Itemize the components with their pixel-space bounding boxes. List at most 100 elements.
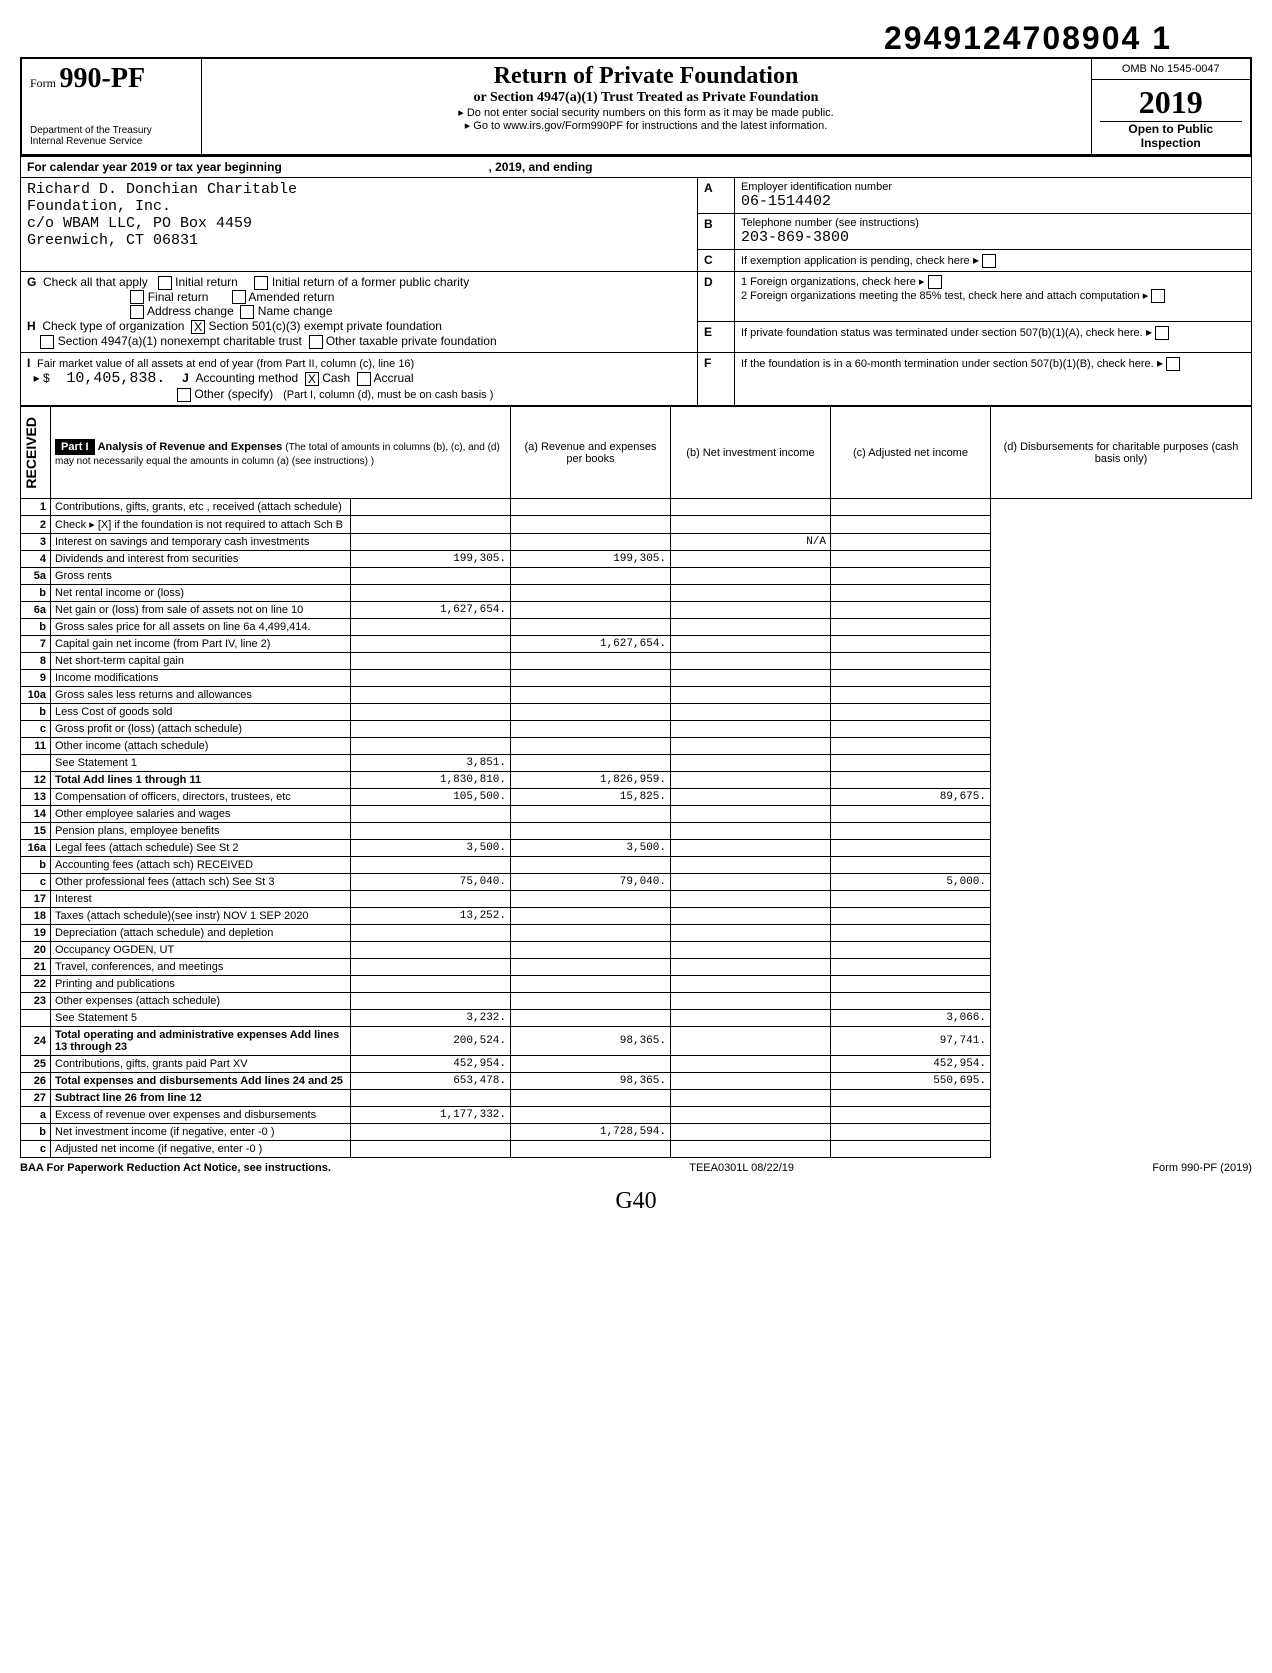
g-initial-former-checkbox[interactable] [254, 276, 268, 290]
row-val-d [831, 499, 991, 516]
row-desc: Interest [51, 891, 351, 908]
box-f-checkbox[interactable] [1166, 357, 1180, 371]
row-val-a [351, 1090, 511, 1107]
row-val-a [351, 721, 511, 738]
table-row: 17 Interest [21, 891, 1252, 908]
table-row: b Net investment income (if negative, en… [21, 1124, 1252, 1141]
row-number: 16a [21, 840, 51, 857]
row-val-c [671, 755, 831, 772]
row-val-c [671, 925, 831, 942]
row-val-d [831, 670, 991, 687]
table-row: c Other professional fees (attach sch) S… [21, 874, 1252, 891]
row-val-c [671, 1027, 831, 1056]
row-number: 6a [21, 602, 51, 619]
row-val-d: 550,695. [831, 1073, 991, 1090]
h-other-label: Other taxable private foundation [326, 334, 497, 348]
h-other-checkbox[interactable] [309, 335, 323, 349]
row-desc: Other professional fees (attach sch) See… [51, 874, 351, 891]
row-number: b [21, 585, 51, 602]
row-val-b: 1,826,959. [511, 772, 671, 789]
g-amended-checkbox[interactable] [232, 290, 246, 304]
j-accrual-checkbox[interactable] [357, 372, 371, 386]
row-val-d [831, 653, 991, 670]
table-row: 27 Subtract line 26 from line 12 [21, 1090, 1252, 1107]
h-label: Check type of organization [42, 319, 184, 333]
row-desc: Gross profit or (loss) (attach schedule) [51, 721, 351, 738]
row-val-c [671, 704, 831, 721]
table-row: b Accounting fees (attach sch) RECEIVED [21, 857, 1252, 874]
row-val-d [831, 738, 991, 755]
row-val-c [671, 568, 831, 585]
table-row: 2 Check ▸ [X] if the foundation is not r… [21, 516, 1252, 534]
row-val-d [831, 891, 991, 908]
fmv-value: 10,405,838. [66, 370, 165, 387]
table-row: 15 Pension plans, employee benefits [21, 823, 1252, 840]
row-val-a [351, 823, 511, 840]
row-val-a: 3,232. [351, 1010, 511, 1027]
h-4947-checkbox[interactable] [40, 335, 54, 349]
row-val-a [351, 738, 511, 755]
row-desc: Other employee salaries and wages [51, 806, 351, 823]
row-val-c [671, 619, 831, 636]
row-desc: Total Add lines 1 through 11 [51, 772, 351, 789]
table-row: See Statement 5 3,232. 3,066. [21, 1010, 1252, 1027]
entity-info: For calendar year 2019 or tax year begin… [20, 156, 1252, 406]
g-initial-checkbox[interactable] [158, 276, 172, 290]
row-number: 3 [21, 534, 51, 551]
j-cash-checkbox[interactable]: X [305, 372, 319, 386]
row-val-a [351, 585, 511, 602]
box-d2-label: 2 Foreign organizations meeting the 85% … [741, 290, 1140, 302]
row-val-b [511, 687, 671, 704]
row-desc: Less Cost of goods sold [51, 704, 351, 721]
g-address-checkbox[interactable] [130, 305, 144, 319]
row-val-c [671, 602, 831, 619]
row-val-d [831, 534, 991, 551]
col-c-header: (c) Adjusted net income [831, 406, 991, 499]
row-number: 23 [21, 993, 51, 1010]
box-d1-checkbox[interactable] [928, 275, 942, 289]
row-val-c: N/A [671, 534, 831, 551]
part1-title: Analysis of Revenue and Expenses [98, 441, 283, 453]
row-number: 7 [21, 636, 51, 653]
row-val-d [831, 755, 991, 772]
row-val-d [831, 551, 991, 568]
row-number: 14 [21, 806, 51, 823]
row-desc: See Statement 1 [51, 755, 351, 772]
row-val-d [831, 908, 991, 925]
row-val-d [831, 1090, 991, 1107]
box-e-checkbox[interactable] [1155, 326, 1169, 340]
row-val-b [511, 499, 671, 516]
row-val-a [351, 1141, 511, 1158]
row-val-d [831, 806, 991, 823]
row-desc: See Statement 5 [51, 1010, 351, 1027]
box-d2-checkbox[interactable] [1151, 289, 1165, 303]
row-val-b [511, 908, 671, 925]
table-row: 3 Interest on savings and temporary cash… [21, 534, 1252, 551]
calendar-year-label: For calendar year 2019 or tax year begin… [27, 160, 282, 174]
row-val-c [671, 993, 831, 1010]
row-val-c [671, 653, 831, 670]
row-val-b [511, 823, 671, 840]
row-val-a: 653,478. [351, 1073, 511, 1090]
g-name-checkbox[interactable] [240, 305, 254, 319]
row-val-a [351, 857, 511, 874]
row-val-b [511, 891, 671, 908]
row-val-b [511, 670, 671, 687]
handwritten-note: G40 [20, 1188, 1252, 1215]
row-val-a: 13,252. [351, 908, 511, 925]
row-number: 18 [21, 908, 51, 925]
row-val-d [831, 823, 991, 840]
row-val-a [351, 653, 511, 670]
g-final-checkbox[interactable] [130, 290, 144, 304]
table-row: b Gross sales price for all assets on li… [21, 619, 1252, 636]
row-desc: Adjusted net income (if negative, enter … [51, 1141, 351, 1158]
j-other-checkbox[interactable] [177, 388, 191, 402]
row-val-a [351, 670, 511, 687]
box-c-checkbox[interactable] [982, 254, 996, 268]
row-val-b [511, 721, 671, 738]
row-desc: Capital gain net income (from Part IV, l… [51, 636, 351, 653]
row-number: 8 [21, 653, 51, 670]
h-501c3-checkbox[interactable]: X [191, 320, 205, 334]
row-val-c [671, 636, 831, 653]
row-number: 22 [21, 976, 51, 993]
